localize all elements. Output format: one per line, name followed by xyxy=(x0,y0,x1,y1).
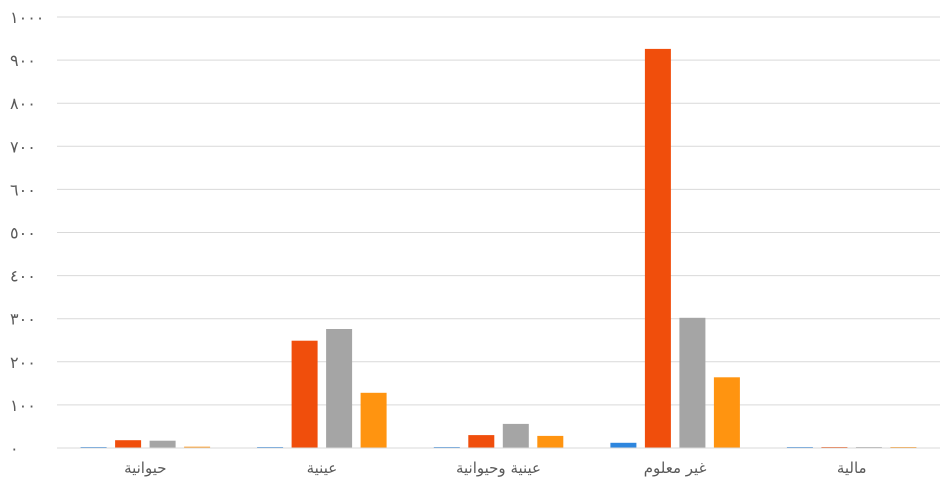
bar xyxy=(679,317,706,448)
y-tick-label: ٥٠٠ xyxy=(10,224,36,243)
bar xyxy=(326,329,353,448)
y-tick-label: ١٠٠٠ xyxy=(10,8,44,27)
gridlines xyxy=(57,16,940,406)
x-axis-ticks: حيوانية عينية عينية وحيوانية غير معلوم مالية xyxy=(124,459,867,477)
bar xyxy=(502,423,529,448)
bars xyxy=(80,48,917,449)
bar xyxy=(360,392,387,448)
y-tick-label: ٠ xyxy=(10,439,19,458)
x-tick-label: عينية xyxy=(307,459,338,477)
bar xyxy=(184,446,211,448)
y-tick-label: ٢٠٠ xyxy=(10,353,36,372)
bar xyxy=(644,48,671,449)
x-tick-label: عينية وحيوانية xyxy=(456,459,541,477)
bar xyxy=(713,377,740,448)
bar xyxy=(610,442,637,448)
bar xyxy=(149,440,176,448)
bar xyxy=(291,340,318,448)
y-tick-label: ٦٠٠ xyxy=(10,180,36,199)
y-tick-label: ١٠٠ xyxy=(10,396,36,415)
y-tick-label: ٩٠٠ xyxy=(10,51,36,70)
x-tick-label: غير معلوم xyxy=(644,459,707,477)
x-tick-label: حيوانية xyxy=(124,459,166,477)
y-tick-label: ٣٠٠ xyxy=(10,310,36,329)
x-tick-label: مالية xyxy=(837,459,867,477)
y-axis-ticks: ٠ ١٠٠ ٢٠٠ ٣٠٠ ٤٠٠ ٥٠٠ ٦٠٠ ٧٠٠ ٨٠٠ ٩٠٠ ١٠٠٠ xyxy=(10,8,44,458)
y-tick-label: ٤٠٠ xyxy=(10,267,36,286)
y-tick-label: ٨٠٠ xyxy=(10,94,36,113)
bar xyxy=(537,435,564,448)
bar xyxy=(115,440,142,448)
bar xyxy=(468,435,495,448)
y-tick-label: ٧٠٠ xyxy=(10,137,36,156)
